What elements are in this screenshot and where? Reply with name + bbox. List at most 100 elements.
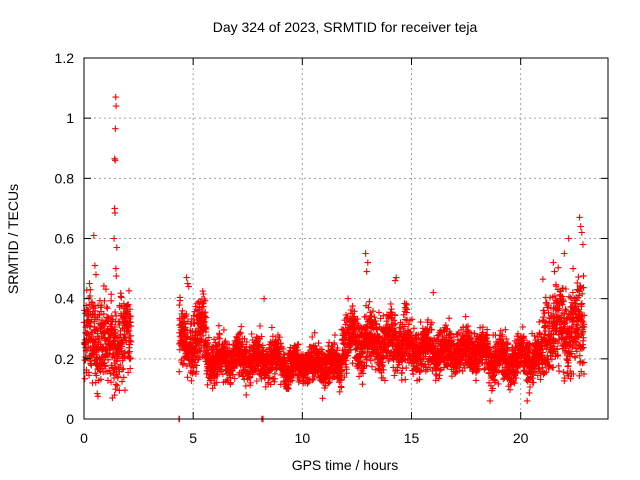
data-point bbox=[93, 372, 100, 379]
data-point bbox=[104, 356, 112, 363]
data-point bbox=[559, 285, 567, 292]
data-point bbox=[120, 365, 127, 372]
data-point bbox=[453, 368, 460, 375]
data-points bbox=[80, 93, 588, 423]
data-point bbox=[371, 313, 378, 321]
data-point bbox=[315, 339, 322, 347]
data-point bbox=[125, 301, 132, 308]
data-point bbox=[180, 360, 187, 367]
data-point bbox=[119, 314, 127, 321]
data-point bbox=[184, 374, 191, 381]
data-point bbox=[112, 381, 120, 388]
data-point bbox=[268, 324, 276, 331]
y-tick-label: 0.4 bbox=[55, 291, 75, 307]
data-point bbox=[92, 340, 99, 347]
data-point bbox=[573, 297, 580, 304]
data-point bbox=[205, 334, 213, 341]
data-point bbox=[220, 326, 228, 334]
y-tick-label: 0 bbox=[66, 411, 74, 427]
data-point bbox=[546, 294, 554, 301]
data-point bbox=[428, 326, 435, 334]
data-point bbox=[182, 324, 189, 331]
data-point bbox=[365, 349, 373, 356]
data-point bbox=[578, 300, 586, 307]
data-point bbox=[352, 326, 359, 333]
y-tick-label: 1 bbox=[66, 110, 74, 126]
data-point bbox=[410, 325, 418, 332]
data-point bbox=[194, 300, 201, 307]
data-point bbox=[87, 319, 95, 327]
data-point bbox=[576, 352, 583, 359]
data-point bbox=[191, 320, 198, 327]
data-point bbox=[126, 348, 133, 355]
data-point bbox=[277, 340, 284, 347]
data-point bbox=[563, 355, 570, 363]
data-point bbox=[387, 300, 394, 308]
data-point bbox=[310, 375, 317, 383]
data-point bbox=[363, 268, 370, 275]
data-point bbox=[373, 320, 380, 327]
data-point bbox=[368, 312, 375, 320]
data-point bbox=[344, 295, 352, 302]
data-point bbox=[575, 273, 582, 281]
data-point bbox=[118, 378, 126, 385]
data-point bbox=[280, 345, 287, 353]
data-point bbox=[98, 316, 106, 324]
data-point bbox=[92, 307, 99, 315]
data-point bbox=[337, 375, 344, 383]
data-point bbox=[380, 312, 387, 319]
data-point bbox=[112, 102, 120, 110]
data-point bbox=[554, 340, 562, 347]
data-point bbox=[567, 367, 574, 375]
data-point bbox=[93, 326, 100, 333]
data-point bbox=[454, 331, 461, 338]
data-point bbox=[462, 313, 469, 320]
data-point bbox=[379, 354, 387, 362]
data-point bbox=[114, 382, 121, 389]
data-point bbox=[210, 336, 218, 343]
data-point bbox=[200, 310, 208, 317]
data-point bbox=[243, 338, 250, 346]
data-point bbox=[562, 320, 569, 327]
data-point bbox=[93, 351, 100, 358]
chart-title: Day 324 of 2023, SRMTID for receiver tej… bbox=[213, 19, 478, 35]
data-point bbox=[324, 380, 332, 387]
data-point bbox=[574, 279, 581, 287]
data-point bbox=[248, 330, 255, 338]
data-point bbox=[337, 366, 345, 373]
data-point bbox=[343, 319, 351, 326]
data-point bbox=[550, 364, 557, 371]
data-point bbox=[193, 362, 200, 369]
data-point bbox=[198, 336, 205, 343]
data-point bbox=[524, 397, 531, 405]
data-point bbox=[112, 265, 120, 272]
data-point bbox=[102, 286, 110, 293]
data-point bbox=[552, 283, 560, 290]
data-point bbox=[479, 324, 487, 331]
data-point bbox=[563, 307, 570, 314]
data-point bbox=[247, 379, 254, 386]
data-point bbox=[341, 328, 348, 335]
data-point bbox=[179, 307, 186, 314]
data-point bbox=[393, 274, 400, 281]
data-point bbox=[112, 125, 119, 132]
data-point bbox=[574, 286, 581, 293]
data-point bbox=[97, 376, 105, 383]
data-point bbox=[545, 301, 552, 309]
data-point bbox=[311, 373, 318, 380]
data-point bbox=[101, 362, 108, 369]
data-point bbox=[567, 375, 574, 382]
data-point bbox=[113, 272, 120, 280]
data-point bbox=[202, 297, 209, 304]
data-point bbox=[195, 354, 203, 361]
data-point bbox=[418, 367, 425, 374]
data-point bbox=[576, 372, 583, 379]
data-point bbox=[452, 369, 459, 376]
data-point bbox=[565, 235, 572, 242]
data-point bbox=[120, 374, 127, 381]
data-point bbox=[90, 232, 97, 239]
data-point bbox=[391, 312, 399, 319]
data-point bbox=[334, 344, 341, 352]
data-point bbox=[519, 323, 526, 331]
data-point bbox=[127, 312, 134, 320]
